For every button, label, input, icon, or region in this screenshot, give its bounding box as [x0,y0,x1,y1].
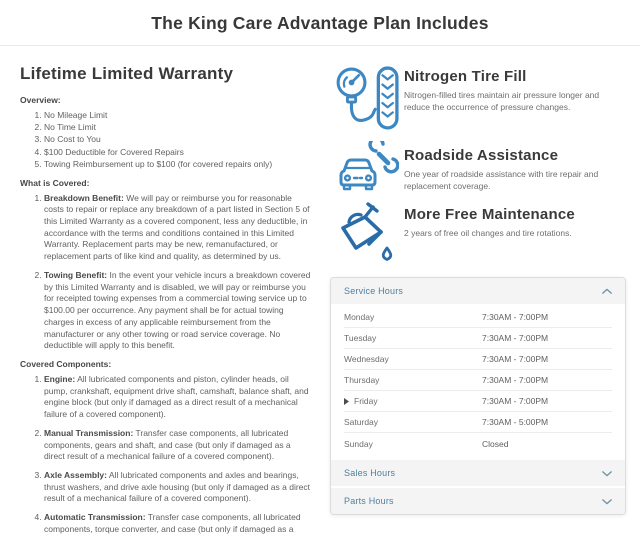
accordion-parts-hours[interactable]: Parts Hours [331,486,625,514]
feature-title: Nitrogen Tire Fill [404,68,527,85]
list-item: Engine: All lubricated components and pi… [44,374,312,421]
day-label: Friday [344,396,482,406]
item-text: All lubricated components and axles and … [44,469,311,504]
main-content: Lifetime Limited Warranty Overview: No M… [0,46,640,535]
hours-row: Thursday 7:30AM - 7:00PM [344,370,612,391]
chevron-up-icon [602,288,612,294]
accordion-service-hours[interactable]: Service Hours [331,278,625,304]
day-label: Saturday [344,417,379,427]
covered-label: What is Covered: [20,177,90,188]
item-lead: Automatic Transmission: [44,512,146,523]
hours-value: 7:30AM - 5:00PM [482,417,549,427]
overview-list: No Mileage Limit No Time Limit No Cost t… [20,110,312,171]
accordion-label: Service Hours [344,286,404,296]
item-lead: Breakdown Benefit: [44,192,124,203]
day-label: Tuesday [344,333,377,343]
day-label: Wednesday [344,354,389,364]
list-item: Towing Reimbursement up to $100 (for cov… [44,159,312,171]
accordion-sales-hours[interactable]: Sales Hours [331,460,625,486]
warranty-title: Lifetime Limited Warranty [20,64,234,83]
chevron-down-icon [602,498,612,504]
hours-value: 7:30AM - 7:00PM [482,333,549,343]
hours-row-today: Friday 7:30AM - 7:00PM [344,391,612,412]
feature-body: Roadside Assistance One year of roadside… [404,141,626,193]
accordion-label: Sales Hours [344,468,396,478]
feature-roadside-assistance: Roadside Assistance One year of roadside… [330,141,626,193]
list-item: Breakdown Benefit: We will pay or reimbu… [44,193,312,263]
feature-body: More Free Maintenance 2 years of free oi… [404,200,626,266]
item-text: Transfer case components, all lubricated… [44,427,291,462]
feature-description: One year of roadside assistance with tir… [404,169,599,192]
hours-panel: Service Hours Monday 7:30AM - 7:00PM Tue… [330,277,626,515]
hours-row: Saturday 7:30AM - 5:00PM [344,412,612,433]
list-item: No Mileage Limit [44,110,312,122]
day-label: Sunday [344,438,373,449]
feature-title: More Free Maintenance [404,206,575,223]
item-lead: Engine: [44,373,76,384]
item-lead: Axle Assembly: [44,469,107,480]
covered-list: Breakdown Benefit: We will pay or reimbu… [20,193,312,352]
chevron-down-icon [602,470,612,476]
page-header: The King Care Advantage Plan Includes [0,0,640,46]
feature-more-free-maintenance: More Free Maintenance 2 years of free oi… [330,200,626,266]
components-list: Engine: All lubricated components and pi… [20,374,312,535]
list-item: Towing Benefit: In the event your vehicl… [44,270,312,352]
today-caret-icon [344,397,349,405]
list-item: No Cost to You [44,134,312,146]
list-item: No Time Limit [44,122,312,134]
hours-value: 7:30AM - 7:00PM [482,354,549,364]
feature-body: Nitrogen Tire Fill Nitrogen-filled tires… [404,62,626,134]
feature-description: Nitrogen-filled tires maintain air press… [404,90,600,113]
hours-value: 7:30AM - 7:00PM [482,312,549,322]
oil-can-icon [330,200,404,266]
feature-description: 2 years of free oil changes and tire rot… [404,228,572,238]
benefits-section: Nitrogen Tire Fill Nitrogen-filled tires… [322,62,626,535]
hours-row: Wednesday 7:30AM - 7:00PM [344,349,612,370]
item-lead: Towing Benefit: [44,269,108,280]
page-title: The King Care Advantage Plan Includes [151,13,489,33]
hours-row: Tuesday 7:30AM - 7:00PM [344,328,612,349]
item-text: All lubricated components and piston, cy… [44,373,309,420]
components-label: Covered Components: [20,358,112,369]
hours-value: Closed [482,438,509,449]
hours-row: Sunday Closed [344,433,612,454]
list-item: $100 Deductible for Covered Repairs [44,147,312,159]
overview-label: Overview: [20,95,61,105]
warranty-section: Lifetime Limited Warranty Overview: No M… [20,62,322,535]
item-text: In the event your vehicle incurs a break… [44,269,311,351]
list-item: Manual Transmission: Transfer case compo… [44,428,312,463]
accordion-label: Parts Hours [344,496,394,506]
car-wrench-icon [330,141,404,193]
hours-row: Monday 7:30AM - 7:00PM [344,307,612,328]
day-label: Thursday [344,375,380,385]
item-lead: Manual Transmission: [44,427,134,438]
list-item: Automatic Transmission: Transfer case co… [44,512,312,535]
hours-value: 7:30AM - 7:00PM [482,396,549,406]
tire-pressure-gauge-icon [330,62,404,134]
feature-nitrogen-tire-fill: Nitrogen Tire Fill Nitrogen-filled tires… [330,62,626,134]
item-text: Transfer case components, all lubricated… [44,512,301,534]
service-hours-table: Monday 7:30AM - 7:00PM Tuesday 7:30AM - … [331,304,625,460]
list-item: Axle Assembly: All lubricated components… [44,470,312,505]
feature-title: Roadside Assistance [404,147,559,164]
hours-value: 7:30AM - 7:00PM [482,375,549,385]
day-text: Friday [354,396,378,406]
day-label: Monday [344,312,375,322]
item-text: We will pay or reimburse you for reasona… [44,192,310,262]
